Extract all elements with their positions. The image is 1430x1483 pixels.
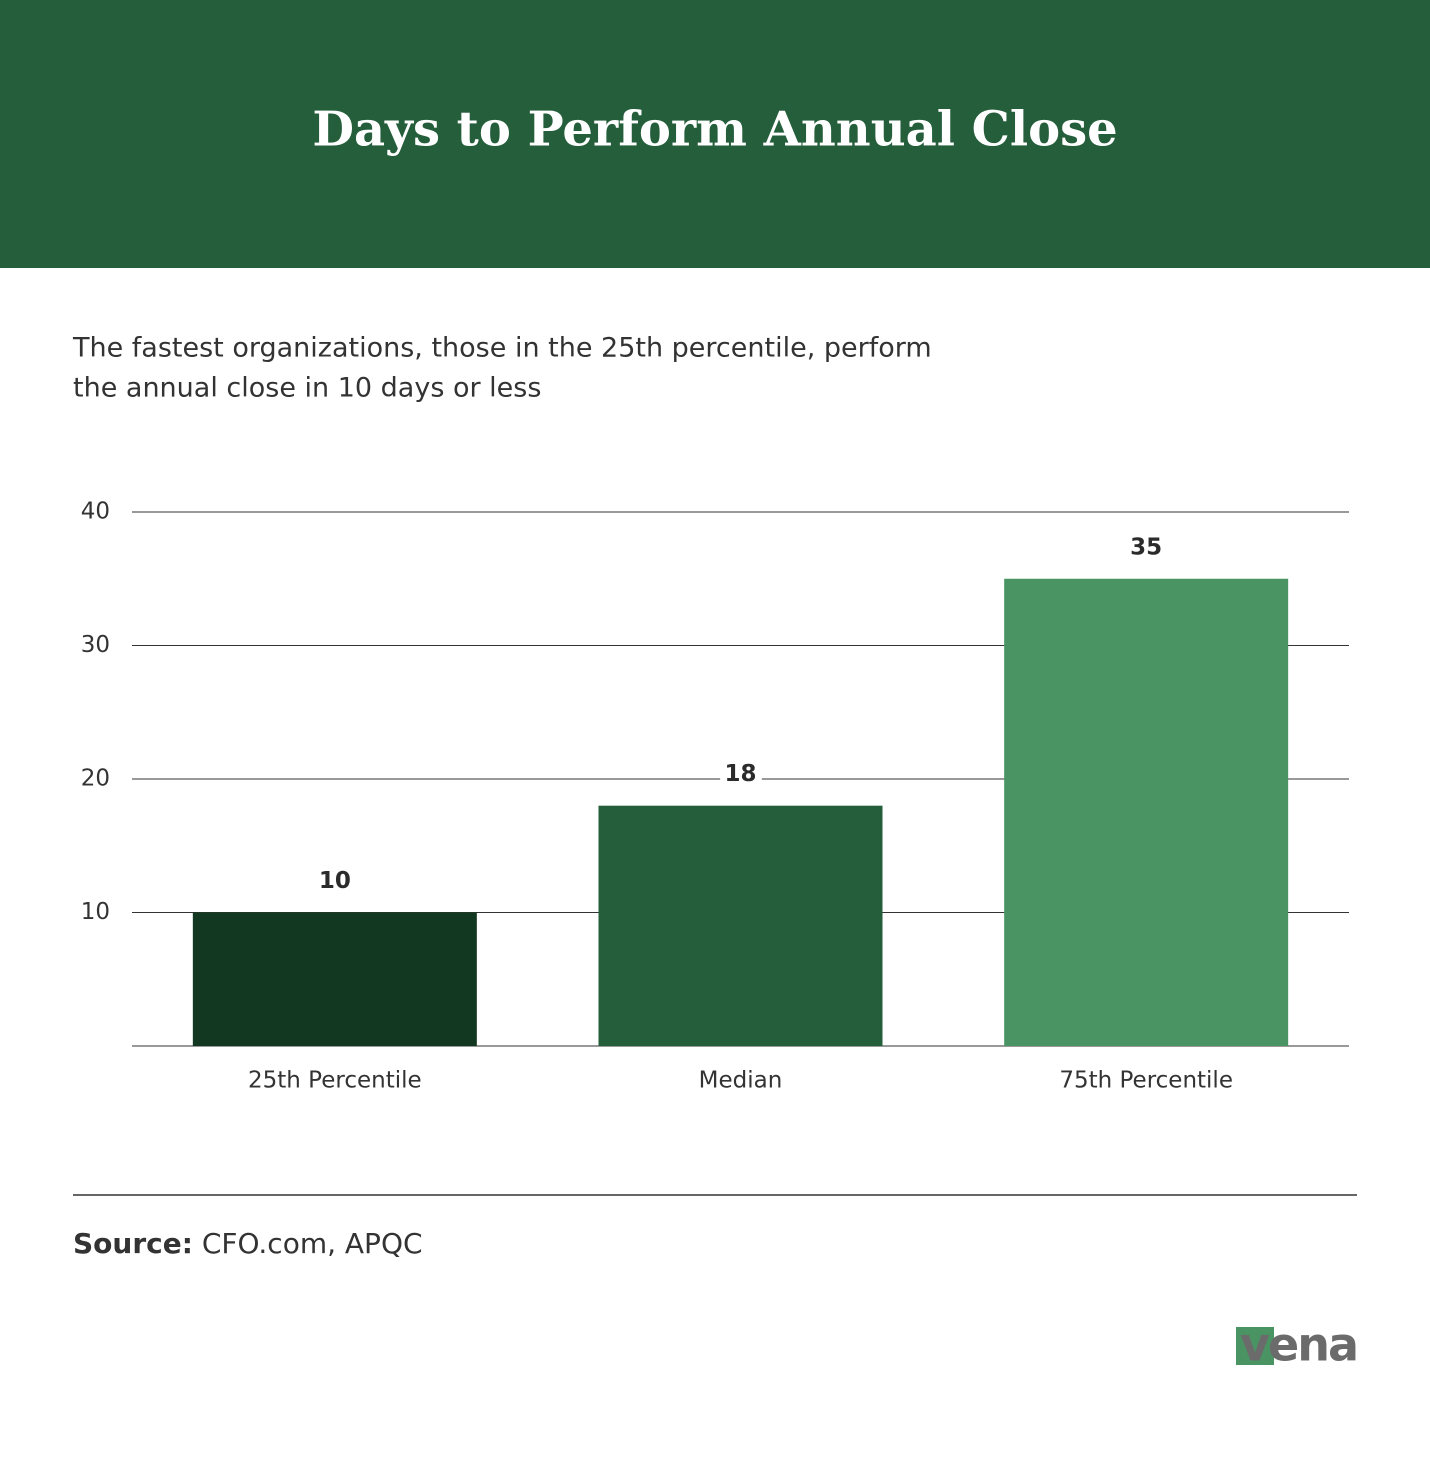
source-label: Source: <box>73 1227 193 1260</box>
y-tick-label: 30 <box>81 632 110 658</box>
value-label: 35 <box>1130 534 1162 560</box>
x-tick-label: 25th Percentile <box>248 1068 422 1094</box>
y-tick-label: 20 <box>81 766 110 792</box>
value-label: 18 <box>724 761 756 787</box>
bar <box>1004 578 1289 1046</box>
bar <box>598 805 883 1046</box>
x-tick-label: Median <box>699 1068 783 1094</box>
y-tick-label: 40 <box>81 499 110 525</box>
value-label: 10 <box>319 868 351 894</box>
chart-title: Days to Perform Annual Close <box>312 102 1117 158</box>
y-tick-label: 10 <box>81 899 110 925</box>
subtitle-line: The fastest organizations, those in the … <box>72 333 932 364</box>
logo-mark <box>1236 1327 1274 1365</box>
bar <box>192 912 477 1046</box>
header-band <box>0 0 1430 268</box>
logo: vena <box>1240 1318 1357 1372</box>
source-text: CFO.com, APQC <box>202 1227 423 1260</box>
subtitle-line: the annual close in 10 days or less <box>73 373 541 404</box>
source: Source: CFO.com, APQC <box>73 1227 423 1260</box>
x-tick-label: 75th Percentile <box>1059 1068 1233 1094</box>
